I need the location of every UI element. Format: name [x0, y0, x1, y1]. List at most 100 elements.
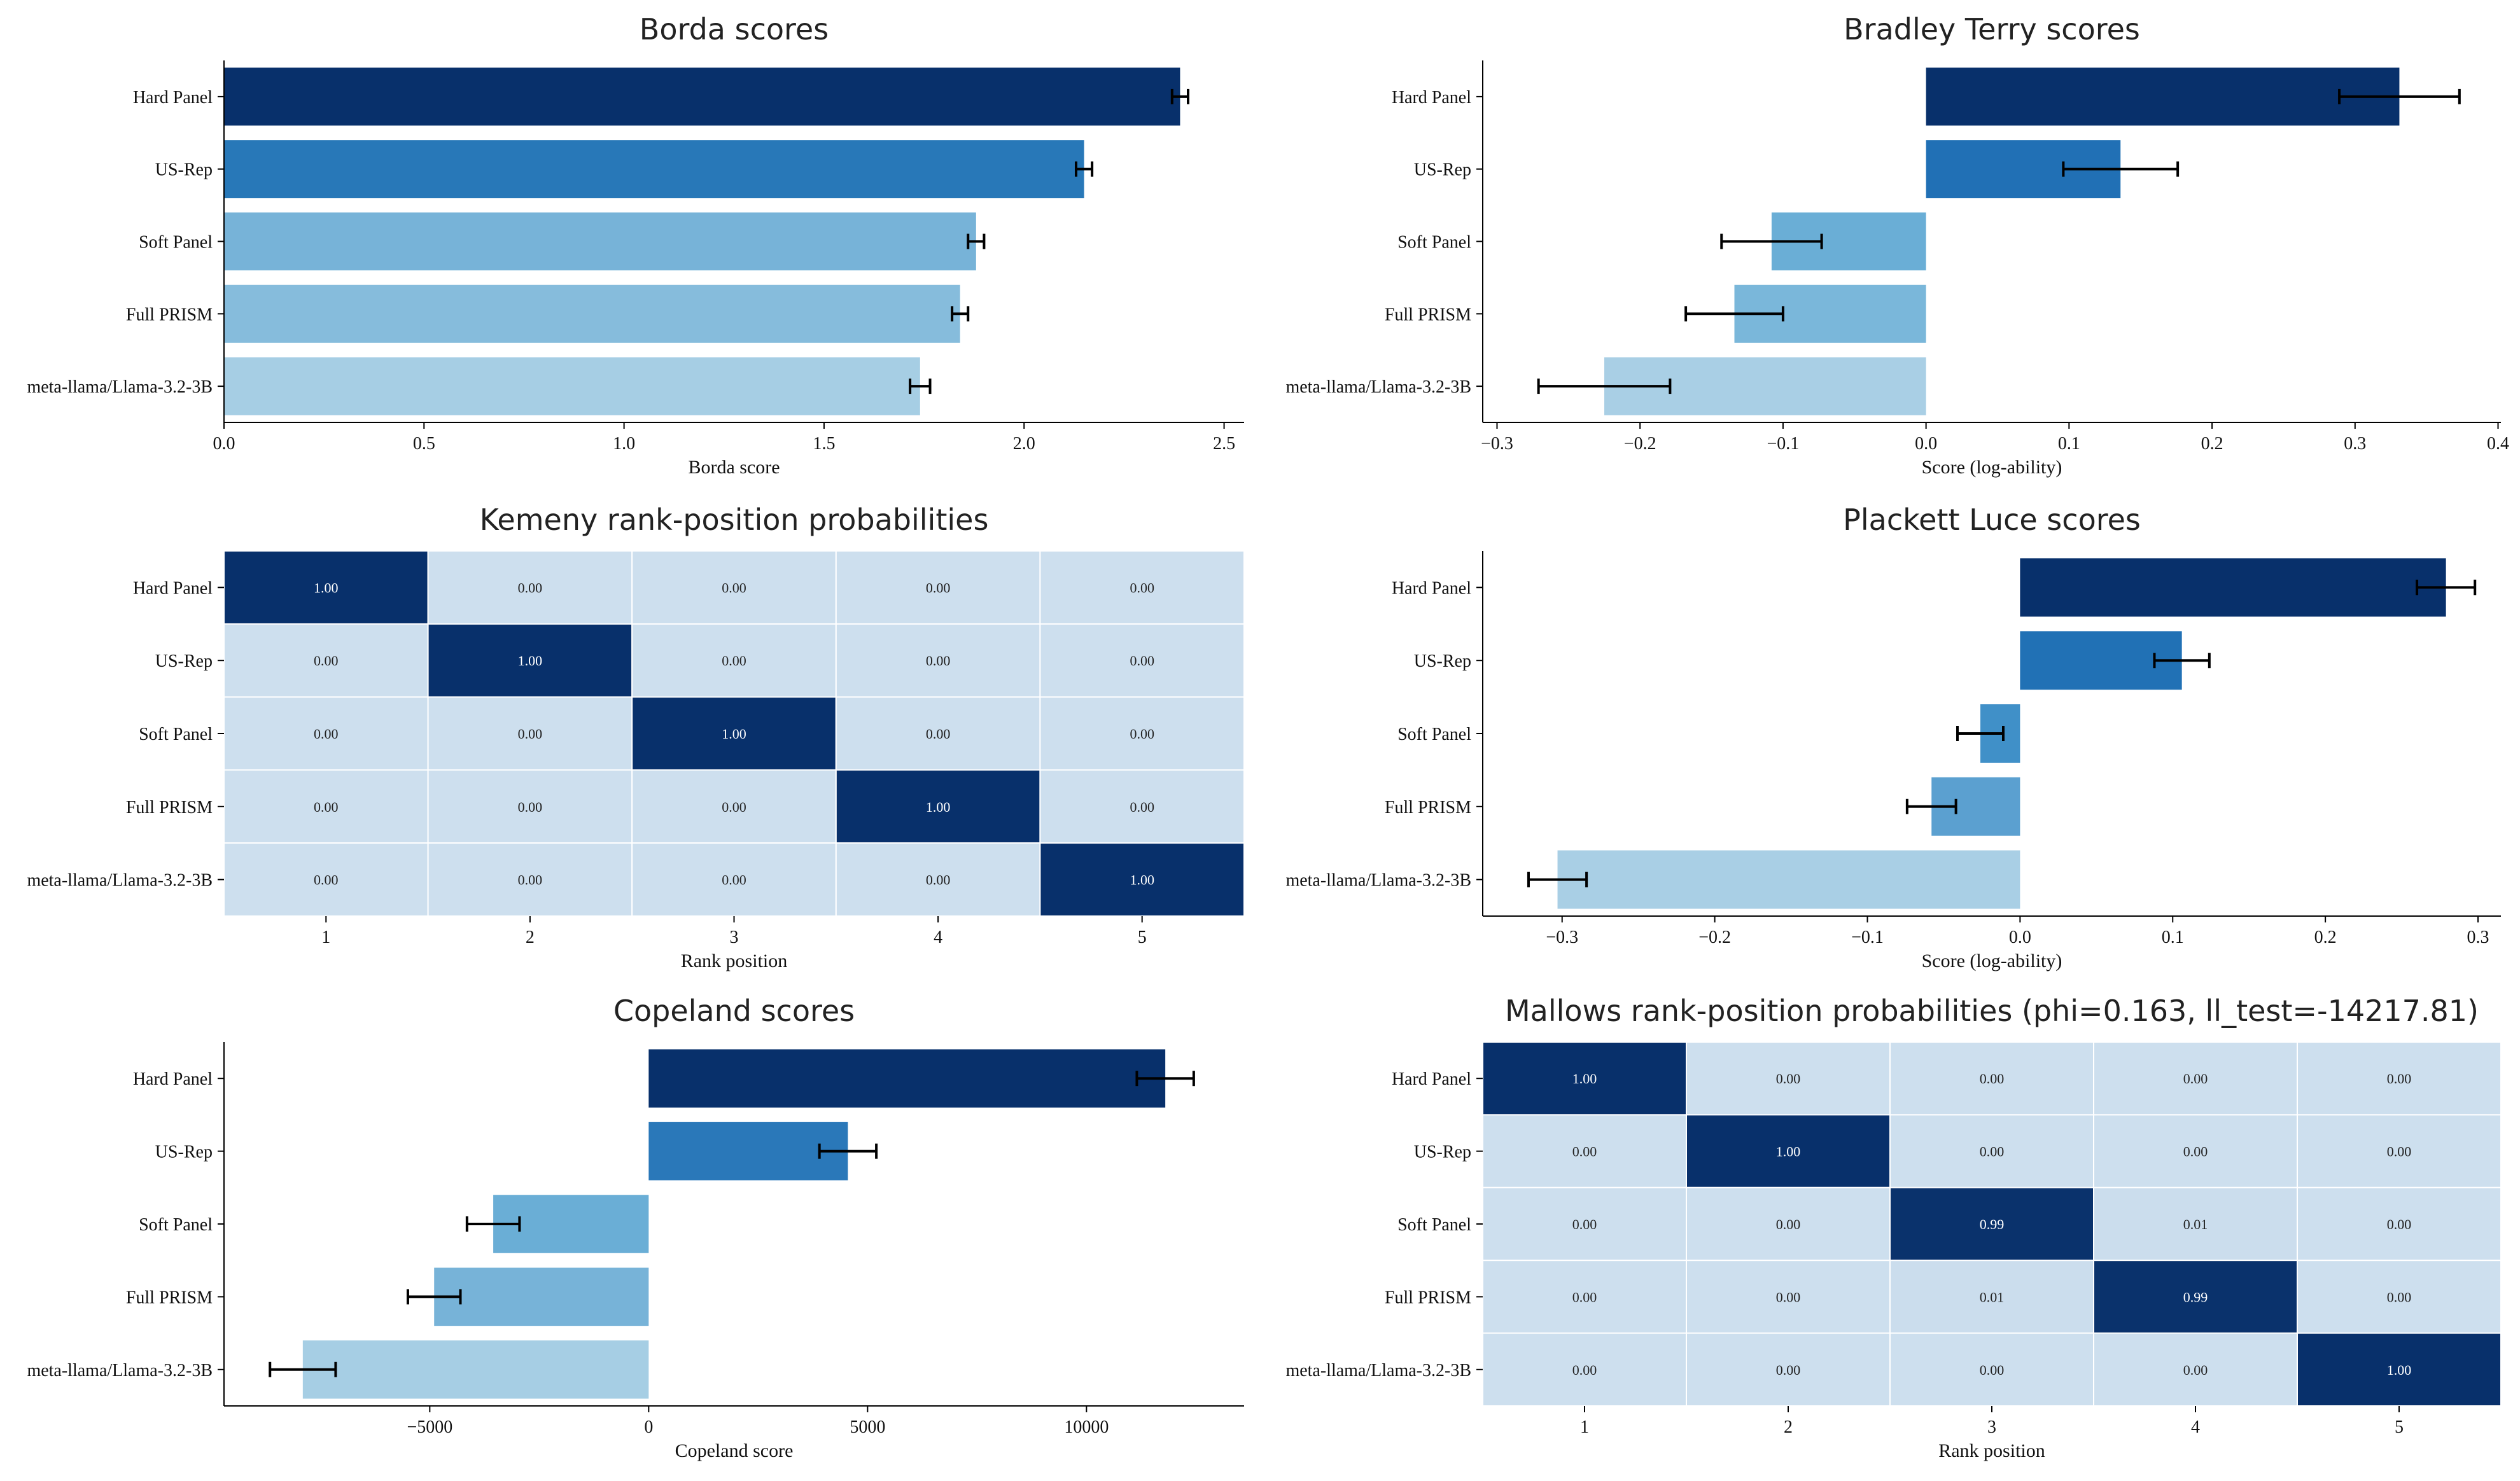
heatmap-cell: [1039, 623, 1245, 698]
y-tick-label: Full PRISM: [126, 798, 213, 817]
cell-label: 0.00: [314, 726, 339, 742]
cell-label: 1.00: [1130, 872, 1154, 888]
y-tick-label: Hard Panel: [1392, 88, 1471, 108]
heatmap-cell: [1686, 1186, 1891, 1262]
cell-label: 0.00: [314, 653, 339, 669]
x-tick-label: 3: [730, 928, 739, 947]
cell-label: 0.99: [1980, 1216, 2005, 1232]
y-tick-label: US-Rep: [1414, 651, 1471, 671]
y-tick-label: Full PRISM: [1385, 1288, 1471, 1307]
cell-label: 1.00: [314, 580, 339, 595]
cell-label: 0.00: [1130, 799, 1154, 815]
error-bar: [465, 1216, 521, 1232]
cell-label: 1.00: [722, 726, 746, 742]
panel-mallows: Mallows rank-position probabilities (phi…: [1285, 994, 2502, 1461]
x-tick-label: 5: [2395, 1417, 2404, 1437]
x-tick-label: 2: [526, 928, 535, 947]
error-bar: [2338, 88, 2461, 104]
heatmap-cell: [1482, 1260, 1687, 1334]
heatmap-cell: [1039, 696, 1245, 771]
bar: [434, 1267, 649, 1326]
x-tick-label: 10000: [1064, 1417, 1109, 1437]
panel-plackett_luce: Plackett Luce scores Hard Panel US-Rep Soft…: [1285, 503, 2501, 971]
cell-label: 0.00: [1572, 1144, 1597, 1160]
x-tick-label: 0.1: [2162, 928, 2184, 947]
error-bar: [2416, 580, 2477, 595]
bar: [224, 67, 1180, 126]
cell-label: 0.00: [926, 653, 951, 669]
x-tick-label: 1: [1580, 1417, 1589, 1437]
heatmap-cell: [631, 842, 837, 917]
cell-label: 1.00: [1776, 1144, 1801, 1160]
cell-label: 0.00: [2387, 1144, 2412, 1160]
heatmap-cell: [835, 550, 1041, 625]
y-tick-label: Full PRISM: [126, 1288, 213, 1307]
chart-title: Copeland scores: [613, 994, 855, 1028]
cell-label: 0.00: [1130, 653, 1154, 669]
panel-copeland: Copeland scores Hard Panel US-Rep Soft Pane…: [27, 994, 1244, 1461]
heatmap-cell: [2093, 1114, 2298, 1188]
cell-label: 0.01: [2183, 1216, 2208, 1232]
y-tick-label: meta-llama/Llama-3.2-3B: [27, 377, 213, 397]
x-tick-label: −0.1: [1767, 434, 1800, 454]
cell-label: 0.00: [1980, 1362, 2005, 1378]
heatmap-cell: [1482, 1041, 1687, 1116]
x-axis-label: Score (log-ability): [1922, 457, 2062, 478]
cell-label: 1.00: [518, 653, 543, 669]
x-tick-label: 0.2: [2314, 928, 2337, 947]
cell-label: 0.00: [1572, 1289, 1597, 1305]
y-tick-label: Soft Panel: [1397, 233, 1471, 253]
cell-label: 0.00: [314, 799, 339, 815]
y-tick-label: Soft Panel: [1397, 725, 1471, 744]
y-tick-label: meta-llama/Llama-3.2-3B: [1285, 871, 1471, 891]
x-tick-label: −0.2: [1698, 928, 1731, 947]
heatmap-cell: [2297, 1260, 2502, 1334]
error-bar: [1905, 798, 1957, 814]
heatmap-cell: [2093, 1260, 2298, 1334]
y-tick-label: Hard Panel: [133, 578, 213, 598]
x-tick-label: 0.3: [2467, 928, 2489, 947]
chart-title: Kemeny rank-position probabilities: [480, 503, 989, 537]
y-tick-label: meta-llama/Llama-3.2-3B: [27, 1361, 213, 1380]
cell-label: 0.00: [1572, 1216, 1597, 1232]
x-axis-label: Borda score: [688, 457, 780, 478]
panel-kemeny: Kemeny rank-position probabilities 1.00 0.…: [27, 503, 1245, 971]
error-bar: [951, 306, 970, 322]
heatmap-cell: [1889, 1186, 2094, 1262]
cell-label: 0.00: [1776, 1216, 1801, 1232]
y-tick-label: US-Rep: [1414, 160, 1471, 180]
y-tick-label: Hard Panel: [133, 1069, 213, 1089]
x-tick-label: 5: [1138, 928, 1147, 947]
heatmap-cell: [1686, 1041, 1891, 1116]
heatmap-cell: [631, 550, 837, 625]
x-tick-label: 0.1: [2058, 434, 2080, 454]
cell-label: 0.00: [1776, 1289, 1801, 1305]
cell-label: 0.00: [926, 580, 951, 595]
error-bar: [406, 1289, 462, 1305]
heatmap-cell: [1889, 1114, 2094, 1188]
cell-label: 0.00: [722, 799, 746, 815]
cell-label: 1.00: [2387, 1362, 2412, 1378]
cell-label: 0.00: [1776, 1362, 1801, 1378]
heatmap-cell: [427, 550, 633, 625]
heatmap-cell: [223, 842, 429, 917]
bar: [302, 1340, 649, 1399]
cell-label: 1.00: [926, 799, 951, 815]
cell-label: 0.00: [518, 580, 543, 595]
x-tick-label: 2: [1784, 1417, 1793, 1437]
error-bar: [1537, 379, 1672, 394]
x-tick-label: 0.5: [413, 434, 435, 454]
y-tick-label: Full PRISM: [126, 305, 213, 324]
cell-label: 0.00: [722, 580, 746, 595]
cell-label: 0.00: [518, 799, 543, 815]
error-bar: [2062, 161, 2180, 177]
bar: [648, 1122, 848, 1181]
cell-label: 0.00: [2387, 1071, 2412, 1087]
x-tick-label: 1.5: [813, 434, 835, 454]
heatmap-cell: [1889, 1041, 2094, 1116]
x-tick-label: 0.3: [2344, 434, 2366, 454]
x-tick-label: −0.1: [1851, 928, 1884, 947]
heatmap-cell: [2297, 1332, 2502, 1407]
y-tick-label: meta-llama/Llama-3.2-3B: [1285, 377, 1471, 397]
x-tick-label: 0.2: [2201, 434, 2223, 454]
